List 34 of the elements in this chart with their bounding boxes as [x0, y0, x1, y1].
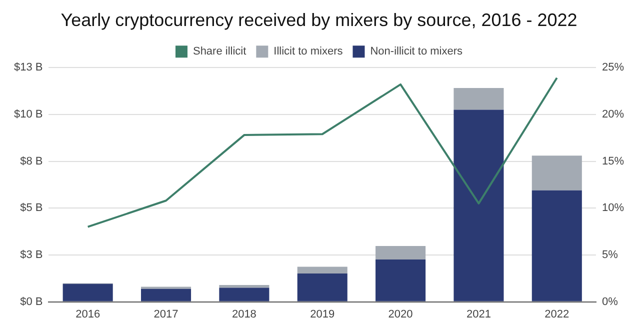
y-tick-label: $13 B	[14, 62, 43, 74]
x-tick-label: 2021	[466, 308, 491, 320]
bar	[532, 190, 582, 302]
y2-tick-label: 0%	[602, 296, 618, 308]
bar	[454, 110, 504, 302]
bar	[532, 156, 582, 190]
y2-tick-label: 10%	[602, 202, 624, 214]
y-tick-label: $10 B	[14, 108, 43, 120]
y2-tick-label: 25%	[602, 62, 624, 74]
chart-title: Yearly cryptocurrency received by mixers by source, 2016 - 2022	[60, 10, 578, 30]
x-tick-label: 2020	[388, 308, 413, 320]
y-tick-label: $5 B	[20, 202, 43, 214]
y-tick-label: $0 B	[20, 296, 43, 308]
x-tick-label: 2018	[232, 308, 256, 320]
y2-tick-label: 15%	[602, 155, 624, 168]
x-tick-label: 2019	[310, 308, 335, 320]
y2-tick-label: 5%	[602, 248, 618, 261]
legend-label: Illicit to mixers	[274, 46, 344, 58]
bar	[297, 266, 348, 274]
bar	[376, 259, 426, 302]
bar	[62, 284, 113, 302]
y2-tick-label: 20%	[602, 108, 624, 120]
legend-label: Share illicit	[192, 46, 246, 58]
legend-label: Non-illicit to mixers	[370, 46, 464, 58]
bar	[376, 246, 426, 260]
y-tick-label: $8 B	[20, 155, 43, 168]
y-tick-label: $3 B	[20, 248, 43, 261]
x-tick-label: 2016	[76, 308, 100, 320]
x-tick-label: 2022	[544, 308, 570, 320]
bar	[454, 88, 504, 110]
bar	[297, 274, 348, 302]
bar	[219, 288, 270, 302]
bar	[140, 288, 192, 302]
x-tick-label: 2017	[154, 308, 178, 320]
